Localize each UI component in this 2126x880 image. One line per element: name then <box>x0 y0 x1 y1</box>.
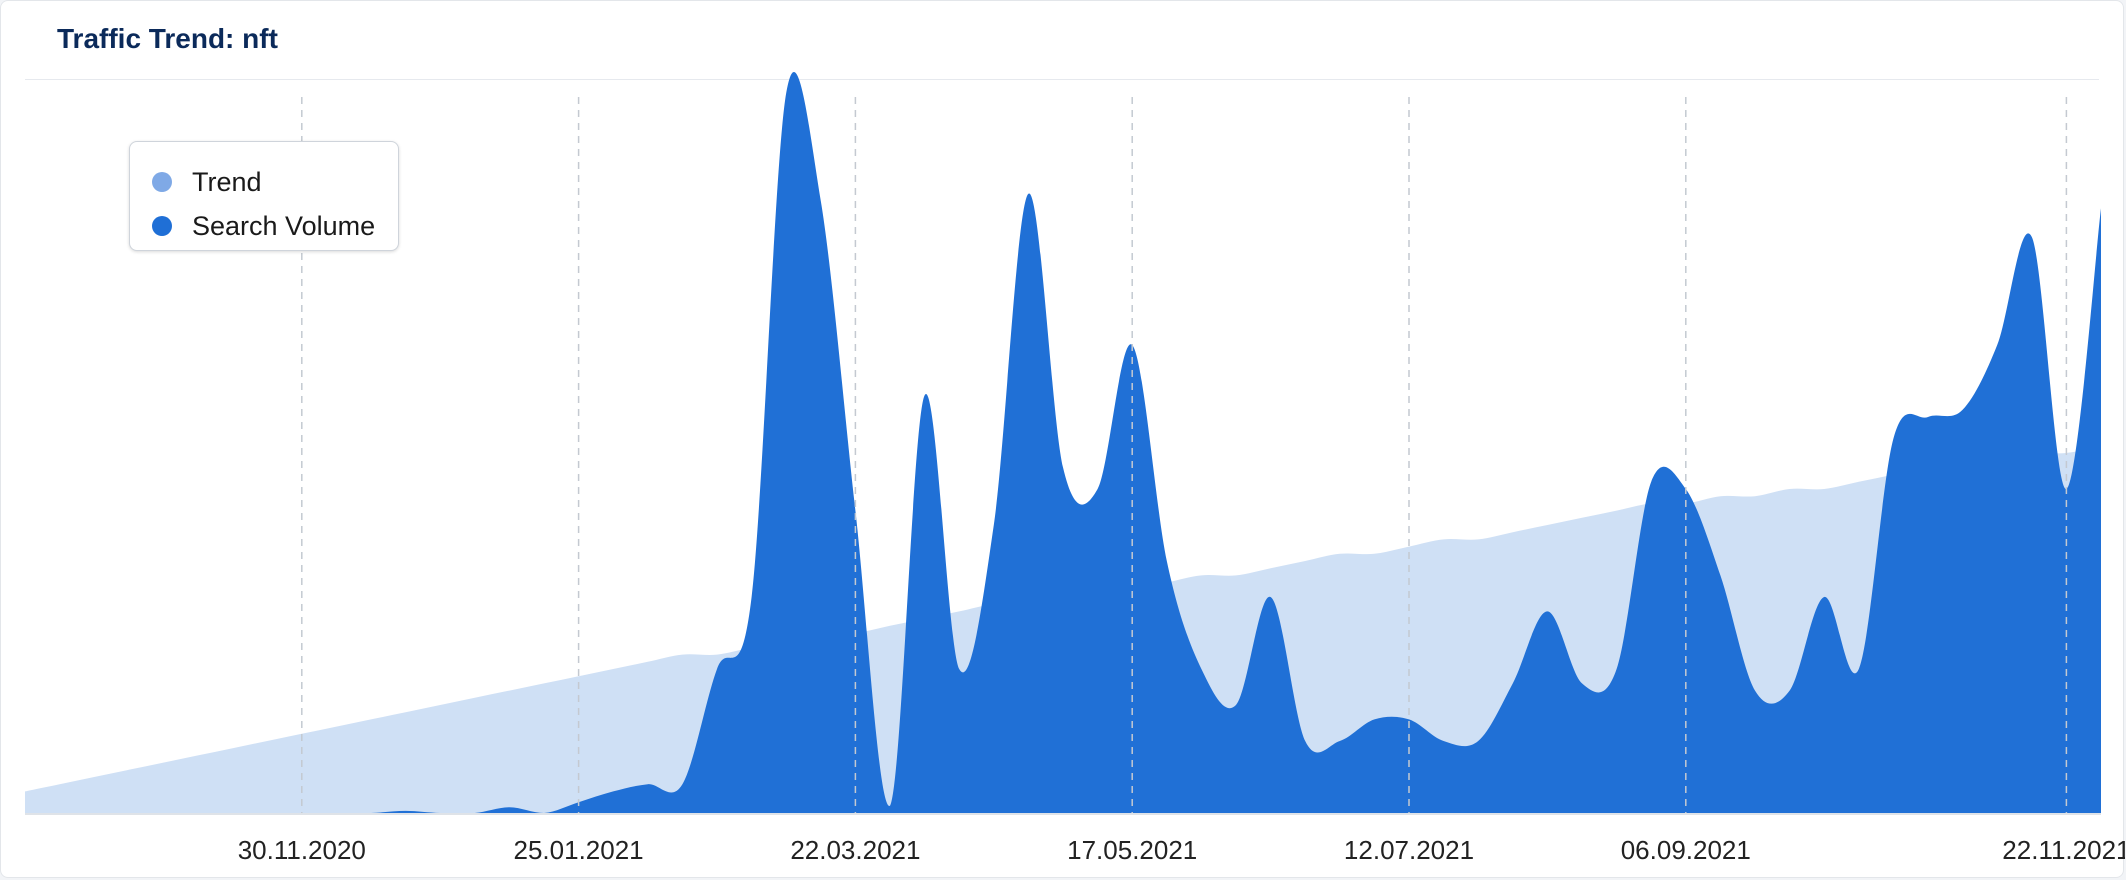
x-tick-label: 25.01.2021 <box>514 835 644 865</box>
x-tick-label: 22.03.2021 <box>790 835 920 865</box>
search-volume-dot-icon <box>152 216 172 236</box>
legend-item-trend[interactable]: Trend <box>130 160 398 204</box>
legend-label-trend: Trend <box>192 166 262 197</box>
chart-title: Traffic Trend: nft <box>57 23 278 54</box>
title-divider <box>25 79 2099 80</box>
trend-dot-icon <box>152 172 172 192</box>
x-tick-label: 12.07.2021 <box>1344 835 1474 865</box>
x-tick-label: 22.11.2021 <box>2002 835 2125 865</box>
legend-label-search-volume: Search Volume <box>192 210 376 241</box>
x-tick-label: 06.09.2021 <box>1621 835 1751 865</box>
x-tick-label: 30.11.2020 <box>238 835 366 865</box>
legend-item-search-volume[interactable]: Search Volume <box>130 204 398 248</box>
chart-legend: Trend Search Volume <box>129 141 399 251</box>
search-volume-area <box>25 71 2101 813</box>
x-tick-label: 17.05.2021 <box>1067 835 1197 865</box>
